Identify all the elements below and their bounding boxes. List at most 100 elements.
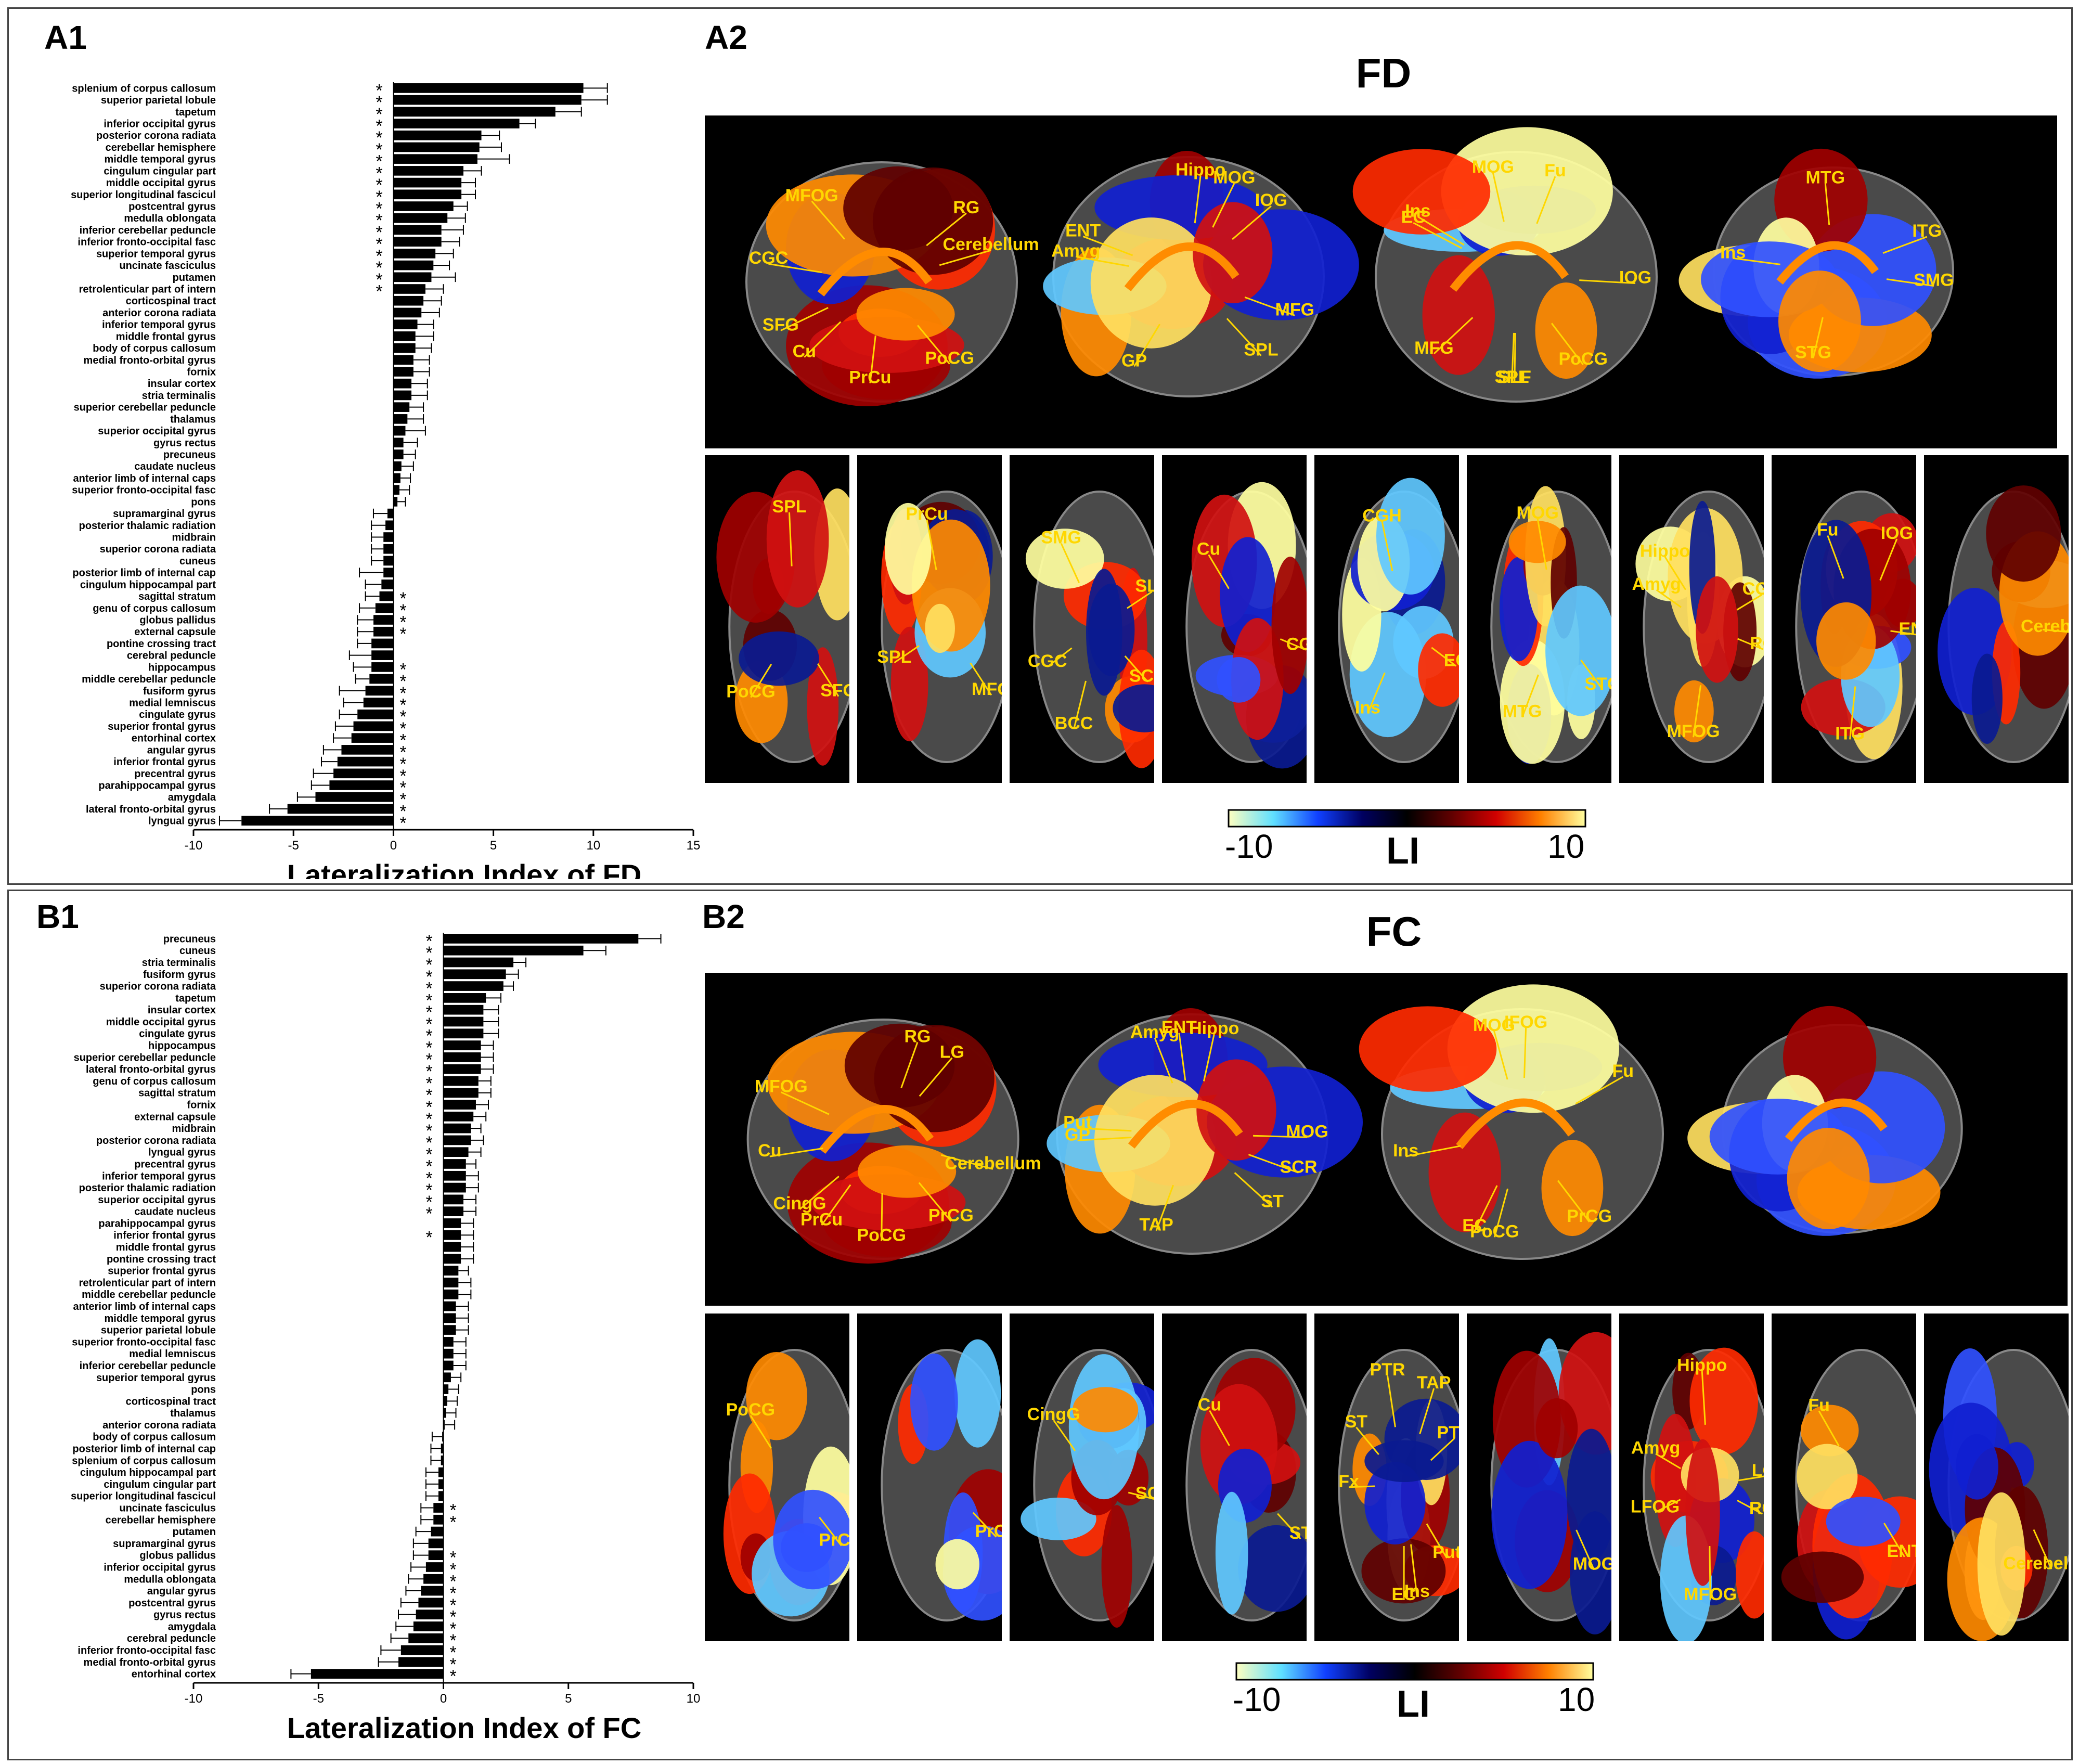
bar (418, 1598, 444, 1608)
x-tick-label: 5 (490, 839, 497, 853)
region-label: LFOG (1631, 1497, 1680, 1516)
category-label: inferior temporal gyrus (102, 319, 216, 331)
significance-marker: * (376, 175, 382, 195)
bar (373, 626, 394, 637)
activation-region (1797, 1444, 1858, 1510)
bar (371, 650, 394, 660)
region-label: ENT (1899, 619, 1916, 639)
brain-section: MFG SPL PrCu (877, 491, 1013, 763)
activation-region (1441, 127, 1613, 256)
bar (443, 1076, 479, 1086)
bar (443, 993, 486, 1003)
bar (443, 1182, 466, 1193)
bar (438, 1467, 444, 1477)
category-label: body of corpus callosum (93, 1432, 216, 1443)
category-label: sagittal stratum (138, 591, 216, 602)
bar (393, 249, 436, 259)
region-label: PrCG (1567, 1206, 1612, 1226)
significance-marker: * (426, 1062, 433, 1081)
region-label: CGC (749, 248, 789, 268)
bar (443, 1230, 461, 1240)
bar (443, 1218, 461, 1228)
significance-marker: * (376, 163, 382, 183)
category-label: angular gyrus (147, 744, 216, 756)
category-label: pontine crossing tract (107, 1254, 216, 1265)
region-label: Hippo (1640, 541, 1690, 561)
bar (375, 603, 394, 613)
category-label: cuneus (179, 945, 216, 957)
label-arrow (1655, 1453, 1681, 1470)
bar (421, 1586, 444, 1596)
brain-section: EC Ins CGH (1338, 478, 1470, 763)
region-label: ST (1289, 1523, 1307, 1543)
label-arrow (1127, 591, 1153, 609)
bar (393, 142, 480, 152)
label-arrow (817, 663, 840, 697)
category-label: genu of corpus callosum (93, 603, 216, 614)
region-label: CingG (1027, 1405, 1080, 1424)
activation-region (746, 1352, 807, 1440)
label-arrow (1812, 317, 1824, 358)
category-label: precuneus (163, 933, 216, 945)
axial-slice: RG MFOG LFOG Amyg Hippo LG (1618, 1312, 1776, 1644)
region-label: PrCG (928, 1206, 974, 1226)
category-label: amygdala (168, 1621, 216, 1632)
fd-map-title: FD (1355, 50, 1412, 96)
region-label: PoCG (726, 1400, 775, 1420)
label-arrow (811, 200, 846, 240)
activation-region (1778, 271, 1861, 372)
bar (443, 1384, 449, 1394)
region-label: MTG (1503, 702, 1542, 722)
bar (393, 130, 482, 140)
category-label: gyrus rectus (153, 1610, 216, 1621)
region-label: SPL (772, 497, 806, 517)
category-label: superior frontal gyrus (108, 721, 216, 732)
category-label: supramarginal gyrus (113, 1538, 216, 1550)
region-label: PrCu (906, 504, 948, 524)
bar (441, 1455, 444, 1465)
category-label: putamen (173, 1526, 216, 1538)
category-label: cingulum cingular part (104, 165, 216, 177)
significance-marker: * (399, 672, 406, 691)
significance-marker: * (450, 1595, 457, 1615)
category-label: stria terminalis (142, 390, 216, 402)
significance-marker: * (426, 1180, 433, 1200)
category-label: cingulate gyrus (139, 1028, 216, 1040)
region-label: PTR (1370, 1360, 1405, 1380)
x-axis-label: Lateralization Index of FC (287, 1711, 641, 1744)
category-label: middle cerebellar peduncle (82, 674, 216, 685)
significance-marker: * (426, 1192, 433, 1212)
corpus-callosum (1124, 242, 1239, 291)
label-arrow (821, 1184, 851, 1226)
category-label: cerebral peduncle (127, 650, 216, 662)
region-label: MTG (1806, 168, 1845, 188)
brain-section: STG MTG MOG (1490, 486, 1623, 764)
axial-slice: MOG (1466, 1312, 1633, 1642)
label-arrow (1208, 554, 1230, 589)
activation-region (781, 1523, 833, 1572)
brain-section: RG MFOG Amyg Hippo CGH (1632, 491, 1781, 763)
bar (363, 698, 394, 707)
fd-colorbar-title: LI (1386, 830, 1419, 872)
significance-marker: * (450, 1643, 457, 1663)
label-arrow (750, 664, 772, 698)
category-label: cerebral peduncle (127, 1633, 216, 1644)
activation-region (1781, 1551, 1864, 1603)
brain-section: CGC Cu (1185, 482, 1325, 769)
activation-region (1090, 217, 1212, 349)
category-label: stria terminalis (142, 957, 216, 969)
x-tick-label: 5 (565, 1692, 572, 1706)
region-label: Cerebellum (2003, 1553, 2069, 1573)
bar (329, 780, 394, 790)
bar (443, 1028, 484, 1039)
label-arrow (1849, 686, 1856, 740)
region-label: Cerebellum (942, 235, 1039, 254)
label-arrow (1536, 176, 1556, 224)
significance-marker: * (426, 1050, 433, 1070)
region-label: ENT (1065, 221, 1101, 240)
bar (443, 981, 503, 991)
category-label: uncinate fasciculus (119, 1502, 216, 1514)
activation-region (1422, 255, 1495, 375)
